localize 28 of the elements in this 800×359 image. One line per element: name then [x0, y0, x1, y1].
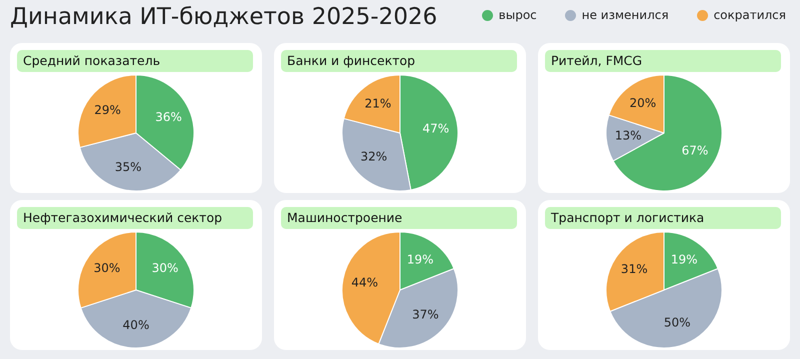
data-label: 37% [412, 308, 439, 322]
data-label: 30% [152, 260, 178, 275]
data-label: 47% [422, 122, 450, 136]
data-label: 50% [664, 316, 691, 330]
data-label: 31% [620, 262, 648, 276]
data-label: 44% [351, 275, 378, 290]
legend-label: сократился [714, 8, 786, 22]
data-label: 30% [94, 260, 120, 275]
data-label: 36% [155, 110, 182, 124]
data-label: 67% [682, 143, 708, 158]
data-label: 21% [364, 96, 392, 111]
data-label: 20% [630, 96, 656, 110]
chart-title: Транспорт и логистика [545, 207, 781, 229]
data-label: 19% [670, 252, 698, 266]
data-label: 35% [114, 160, 142, 174]
data-label: 19% [406, 252, 434, 266]
data-label: 32% [360, 150, 388, 164]
text: Средний показатель [17, 50, 253, 72]
text: Динамика ИТ-бюджетов 2025-2026 [10, 4, 438, 30]
legend-label: вырос [498, 8, 537, 22]
data-label: 40% [122, 318, 150, 332]
chart-title: Банки и финсектор [281, 50, 517, 72]
data-label: 13% [614, 128, 642, 143]
chart-title: Ритейл, FMCG [545, 50, 781, 72]
data-label: 29% [94, 103, 121, 118]
chart-title: Нефтегазохимический сектор [17, 207, 253, 229]
chart-title: Машиностроение [281, 207, 517, 229]
legend-label: не изменился [582, 8, 669, 22]
